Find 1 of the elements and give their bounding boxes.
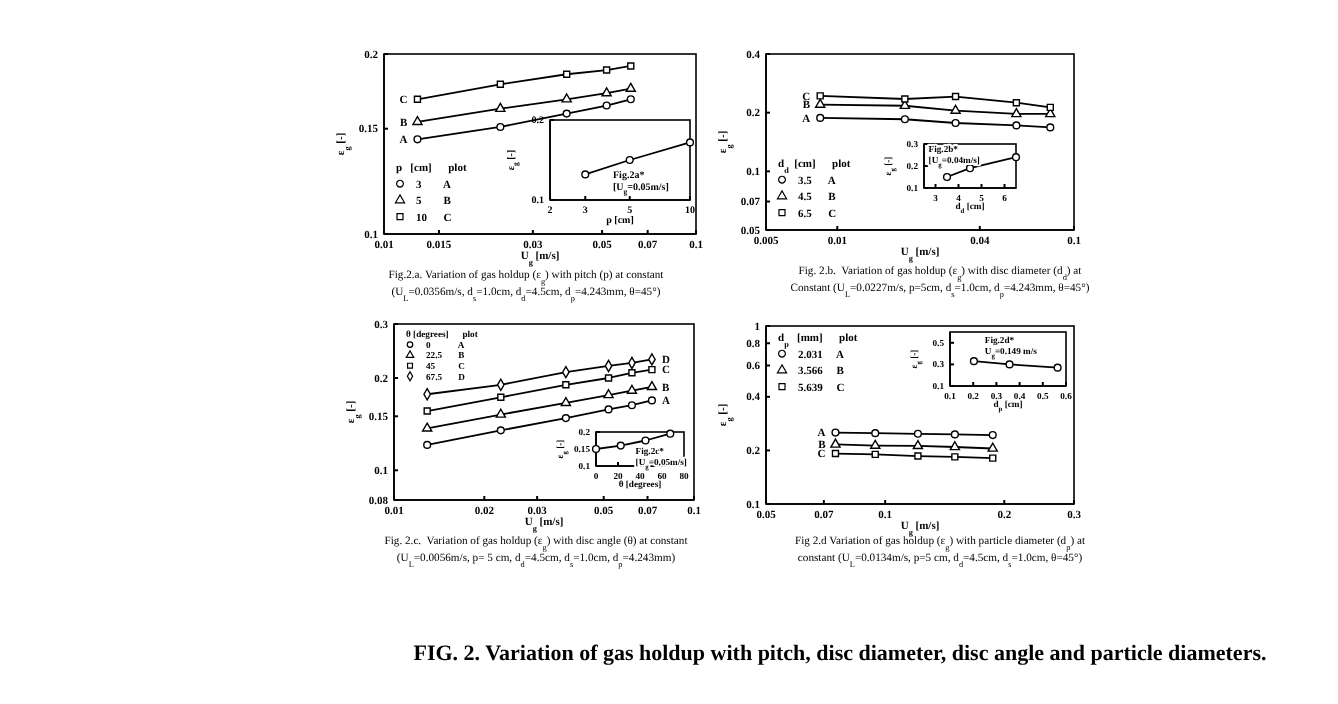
text: FIG. 2. Variation of gas holdup with pitch, disc diameter, disc angle and particle diameters.: [413, 642, 1267, 666]
